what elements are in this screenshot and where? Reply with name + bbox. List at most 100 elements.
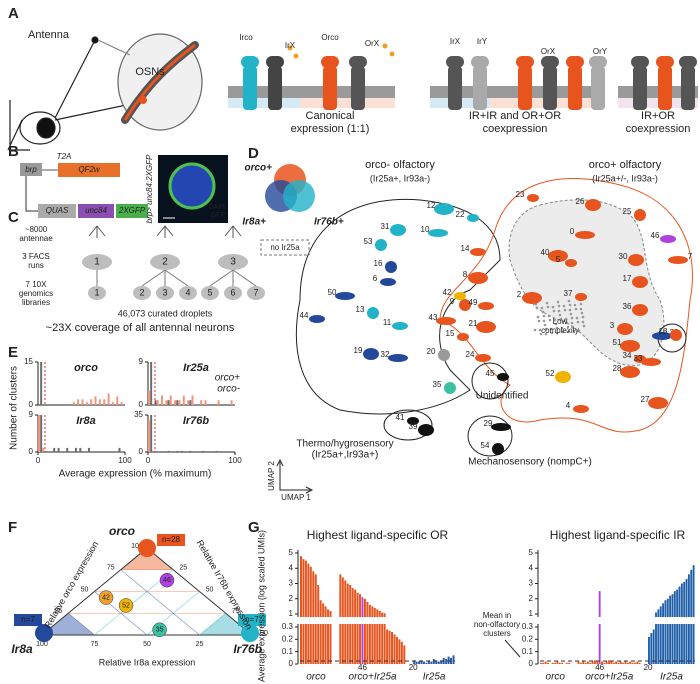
bar: [307, 563, 310, 664]
connector: [209, 269, 234, 287]
cluster-blob: [380, 278, 396, 286]
label: Mean in: [483, 611, 511, 620]
label: UMAP 2: [267, 461, 276, 491]
cluster-blob: [390, 224, 406, 236]
cluster-blob: [565, 259, 577, 267]
receptor-domain: [656, 56, 674, 68]
bar: [678, 586, 681, 664]
ternary-point: [118, 598, 134, 613]
label: 25: [623, 207, 632, 216]
receptor-domain: [541, 56, 559, 68]
bar: [657, 609, 660, 664]
bar: [565, 662, 568, 664]
low-complexity-dot: [544, 327, 548, 331]
note-arrow: [504, 639, 521, 658]
histogram-bar: [148, 420, 150, 452]
bar: [450, 657, 453, 664]
cluster-blob: [670, 329, 682, 341]
label: OrX: [541, 47, 556, 56]
cluster-marker: 20: [409, 663, 418, 672]
receptor-domain: [679, 56, 697, 68]
low-complexity-dot: [555, 326, 559, 330]
cluster-blob: [309, 315, 325, 323]
label: Unidentified: [476, 391, 529, 402]
label: Mechanosensory (nompC+): [468, 457, 592, 468]
label: 19: [354, 346, 363, 355]
bar: [393, 634, 396, 664]
y-tick-label: 0.3: [282, 622, 294, 631]
label: 4: [185, 287, 190, 297]
y-tick-label: 3: [289, 579, 294, 588]
cluster-blob: [668, 256, 688, 264]
label: 7: [688, 252, 693, 261]
bar: [413, 660, 416, 664]
label: orco+: [244, 163, 272, 174]
bar: [300, 556, 302, 664]
bar: [568, 662, 571, 664]
bar: [596, 661, 599, 664]
label: 16: [374, 259, 383, 268]
bar: [361, 597, 364, 664]
low-complexity-dot: [544, 332, 548, 336]
low-complexity-dot: [546, 305, 550, 309]
label: IR+IR and OR+OR: [469, 110, 561, 122]
low-complexity-dot: [562, 304, 566, 308]
label: 100: [256, 630, 268, 637]
histogram-bar: [176, 400, 179, 405]
receptor-domain: [589, 56, 607, 68]
label: 3: [230, 257, 236, 268]
cluster-blob: [641, 358, 661, 366]
label: runs: [28, 261, 44, 270]
label: 51: [613, 338, 622, 347]
x-tick-label: 100: [118, 456, 132, 465]
bar: [447, 656, 450, 664]
library: [88, 286, 106, 300]
connector: [164, 269, 189, 287]
low-complexity-dot: [557, 304, 561, 308]
label: (Ir25a+/-, Ir93a-): [592, 173, 658, 183]
receptor-domain: [566, 56, 584, 68]
bar: [650, 633, 653, 664]
bar: [420, 660, 423, 664]
bar: [655, 612, 657, 664]
cluster-blob: [620, 366, 640, 378]
y-tick-label: 0: [29, 447, 34, 456]
bar: [452, 655, 455, 664]
y-tick-label: 5: [529, 548, 534, 557]
label: OSNs: [135, 66, 165, 78]
histogram-bar: [217, 400, 220, 405]
bar: [584, 662, 587, 664]
histogram-bar: [77, 399, 80, 405]
y-tick-label: 3: [529, 579, 534, 588]
cluster-marker: 20: [644, 663, 653, 672]
bar: [327, 609, 330, 664]
label: 17: [623, 274, 632, 283]
low-complexity-dot: [543, 323, 547, 327]
receptor: [543, 66, 557, 110]
label: Low: [553, 317, 568, 326]
histogram-bar: [154, 400, 157, 405]
bar: [582, 661, 585, 664]
label: 3: [610, 321, 615, 330]
label: coexpression: [483, 123, 548, 135]
bar: [626, 662, 629, 664]
label: 2: [162, 257, 168, 268]
label: GFP: [211, 212, 226, 219]
label: 7: [253, 287, 258, 297]
label: n=7: [245, 615, 259, 624]
label: (Ir25a+, Ir93a-): [370, 173, 430, 183]
cluster-blob: [467, 214, 479, 222]
panel-label: A: [8, 5, 19, 22]
cluster-blob: [363, 348, 379, 360]
label: 24: [466, 350, 475, 359]
label: non-olfactory: [474, 620, 520, 629]
low-complexity-dot: [571, 325, 575, 329]
low-complexity-dot: [579, 302, 583, 306]
label: T2A: [57, 152, 72, 161]
histogram-bar: [107, 393, 110, 405]
label: IrX: [450, 37, 461, 46]
connector: [141, 269, 166, 287]
label: OrY: [593, 47, 608, 56]
cluster-blob: [438, 349, 450, 361]
bar: [324, 606, 327, 664]
